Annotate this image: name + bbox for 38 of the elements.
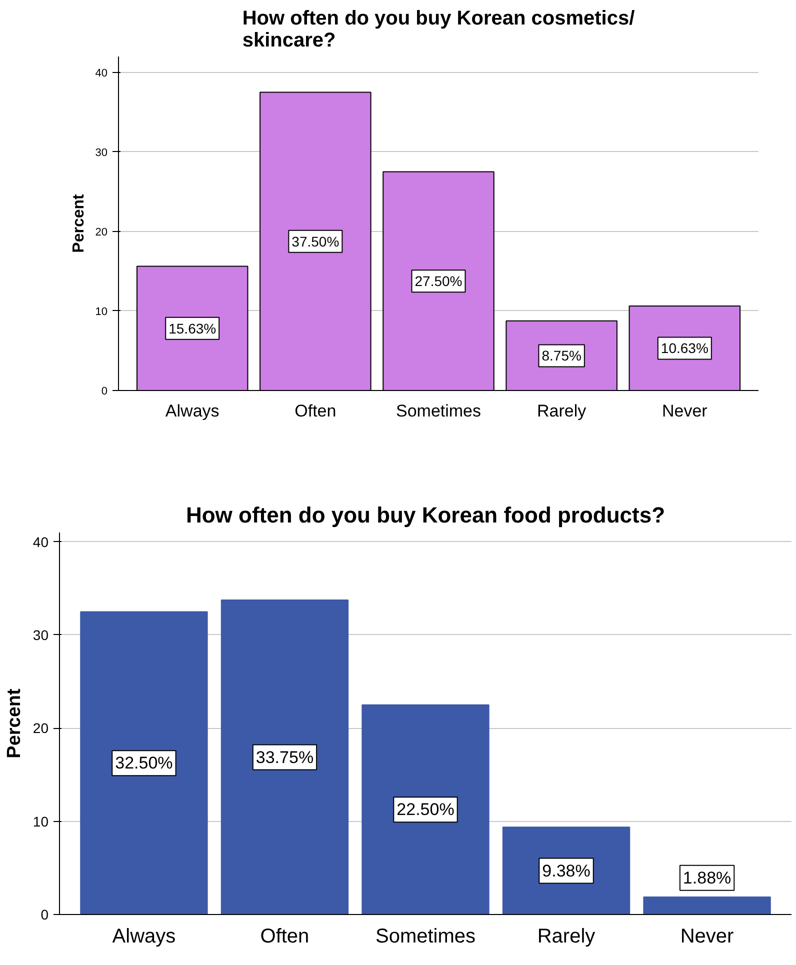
x-tick-label: Rarely	[537, 402, 587, 420]
chart-title: How often do you buy Korean food products?	[186, 502, 666, 528]
x-tick-label: Never	[680, 926, 734, 948]
y-tick-label: 0	[101, 386, 108, 398]
y-tick-label: 40	[32, 534, 49, 550]
data-label: 33.75%	[256, 748, 314, 767]
data-label: 37.50%	[292, 233, 340, 250]
y-tick-label: 0	[40, 906, 49, 922]
y-axis-title: Percent	[4, 688, 25, 758]
y-tick-label: 40	[95, 67, 108, 80]
data-label: 15.63%	[168, 320, 216, 336]
x-tick-label: Often	[294, 402, 336, 420]
y-tick-label: 10	[95, 306, 108, 318]
y-tick-label: 30	[32, 626, 49, 643]
data-label: 9.38%	[542, 861, 590, 880]
x-tick-label: Always	[165, 402, 220, 420]
x-tick-label: Rarely	[537, 926, 596, 948]
data-label: 1.88%	[682, 868, 732, 888]
data-label: 27.50%	[414, 273, 462, 290]
data-label: 10.63%	[660, 340, 708, 356]
x-tick-label: Often	[260, 926, 310, 948]
y-tick-label: 10	[32, 813, 49, 830]
data-label: 22.50%	[396, 800, 454, 820]
chart-title: How often do you buy Korean cosmetics/ skincare?	[242, 8, 636, 52]
y-tick-label: 30	[95, 146, 108, 159]
data-label: 8.75%	[542, 348, 582, 364]
y-tick-label: 20	[95, 226, 108, 238]
data-label: 32.50%	[115, 754, 173, 773]
bar	[362, 704, 490, 914]
x-tick-label: Never	[662, 402, 708, 420]
bar	[220, 600, 349, 914]
bar	[80, 611, 208, 914]
y-tick-label: 20	[32, 720, 49, 736]
x-tick-label: Sometimes	[396, 402, 482, 420]
bar	[643, 896, 771, 914]
x-tick-label: Sometimes	[375, 926, 476, 948]
x-tick-label: Always	[112, 926, 176, 948]
y-axis-title: Percent	[70, 193, 88, 253]
